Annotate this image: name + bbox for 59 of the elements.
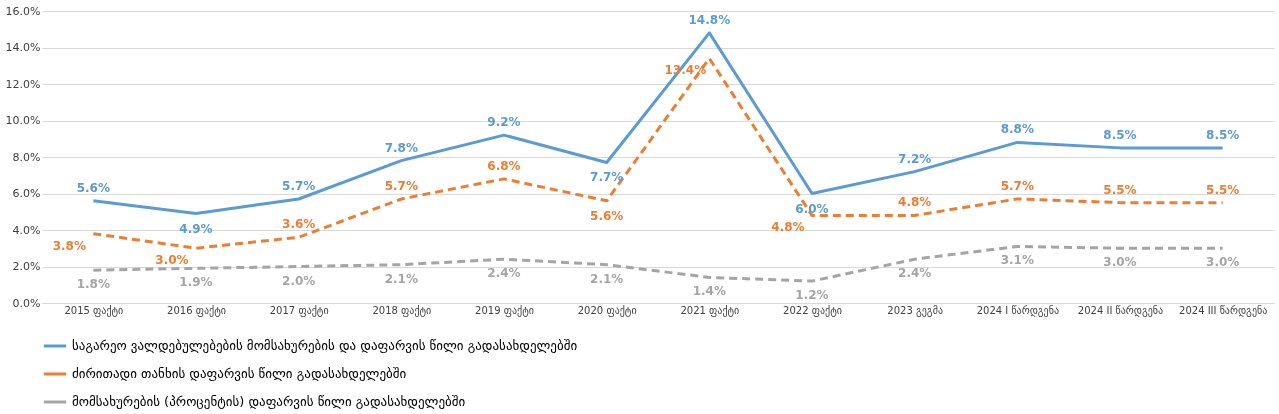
x-tick-label: 2024 III წარდგენა — [1179, 304, 1268, 317]
x-tick-label: 2015 ფაქტი — [64, 304, 124, 317]
data-label: 1.8% — [76, 277, 110, 292]
data-label: 1.4% — [692, 284, 726, 299]
data-label: 7.2% — [898, 151, 932, 166]
y-tick-label: 6.0% — [12, 187, 41, 200]
data-label: 3.1% — [1000, 253, 1034, 268]
data-label: 5.5% — [1206, 182, 1240, 197]
data-label: 3.0% — [1103, 255, 1137, 270]
data-label: 8.5% — [1206, 127, 1240, 142]
data-label: 8.8% — [1000, 122, 1034, 137]
legend-label: მომსახურების (პროცენტის) დაფარვის წილი გადასახდელებში — [72, 394, 466, 409]
data-label: 6.0% — [795, 201, 829, 216]
x-tick-label: 2023 გეგმა — [887, 304, 943, 317]
data-label: 6.8% — [487, 158, 521, 173]
data-label: 4.8% — [898, 195, 932, 210]
data-label: 3.0% — [1206, 255, 1240, 270]
y-tick-label: 4.0% — [12, 223, 41, 237]
data-label: 1.9% — [179, 275, 213, 290]
y-tick-label: 10.0% — [5, 114, 41, 127]
x-tick-label: 2024 I წარდგენა — [976, 304, 1060, 317]
data-label: 3.8% — [52, 238, 86, 253]
data-label: 5.7% — [1000, 178, 1034, 193]
data-label: 4.8% — [771, 220, 805, 235]
y-tick-label: 2.0% — [12, 260, 41, 273]
x-tick-label: 2022 ფაქტი — [783, 304, 842, 317]
x-tick-label: 2024 II წარდგენა — [1077, 304, 1164, 317]
data-label: 5.6% — [590, 208, 624, 223]
data-label: 14.8% — [688, 12, 731, 27]
data-label: 5.5% — [1103, 182, 1137, 197]
data-label: 5.7% — [282, 178, 316, 193]
y-tick-label: 16.0% — [5, 4, 41, 18]
legend-label: საგარეო ვალდებულებების მომსახურების და დაფარვის წილი გადასახდელებში — [72, 338, 578, 353]
x-tick-label: 2019 ფაქტი — [475, 304, 534, 317]
data-label: 8.5% — [1103, 127, 1137, 142]
data-label: 2.4% — [898, 266, 932, 281]
data-label: 2.0% — [282, 273, 316, 288]
y-tick-label: 14.0% — [5, 41, 41, 54]
data-label: 2.4% — [487, 266, 521, 281]
y-tick-label: 12.0% — [5, 77, 41, 91]
data-label: 3.6% — [282, 217, 316, 232]
legend-label: ძირითადი თანხის დაფარვის წილი გადასახდელებში — [72, 366, 407, 381]
data-label: 4.9% — [179, 221, 213, 236]
x-tick-label: 2018 ფაქტი — [372, 304, 432, 317]
data-label: 2.1% — [384, 271, 418, 286]
data-label: 2.1% — [590, 271, 624, 286]
x-tick-label: 2021 ფაქტი — [680, 304, 740, 317]
x-tick-label: 2020 ფაქტი — [577, 304, 637, 317]
y-tick-label: 0.0% — [12, 296, 41, 310]
y-tick-label: 8.0% — [12, 150, 41, 164]
data-label: 9.2% — [487, 115, 521, 130]
data-label: 7.7% — [590, 170, 624, 185]
data-label: 3.0% — [155, 253, 189, 268]
data-label: 5.6% — [76, 180, 110, 195]
data-label: 5.7% — [384, 178, 418, 193]
data-label: 1.2% — [795, 288, 829, 303]
x-tick-label: 2017 ფაქტი — [269, 304, 329, 317]
x-tick-label: 2016 ფაქტი — [167, 304, 226, 317]
data-label: 7.8% — [384, 140, 418, 155]
